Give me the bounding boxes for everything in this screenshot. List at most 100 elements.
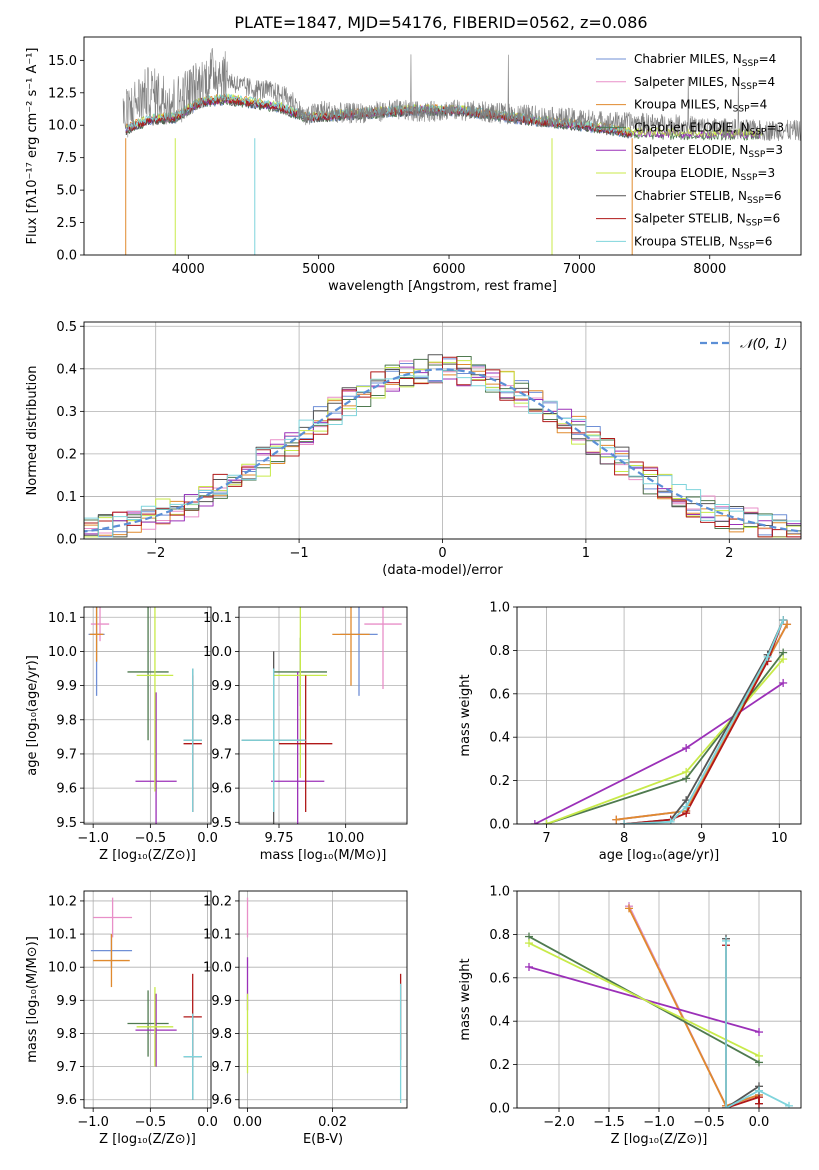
legend-sub: SSP [750, 127, 767, 137]
mass-vs-ebv-plot: 0.00 0.02 9.6 9.7 9.8 9.9 10.0 10.1 10.2 E(B-V) [203, 890, 408, 1147]
y-tick-label: 10.1 [203, 611, 232, 626]
legend-value: =3 [765, 143, 783, 157]
axes-frame [238, 890, 408, 1109]
y-tick-label: 9.6 [211, 782, 232, 797]
spectrum-model-line [125, 97, 632, 139]
x-tick-label: 0 [438, 546, 446, 561]
y-axis-label: mass [log₁₀(M/M⊙)] [25, 936, 40, 1063]
y-tick-label: 7.5 [56, 151, 77, 166]
x-tick-label: 4000 [172, 262, 205, 277]
x-axis-label: Z [log₁₀(Z/Z⊙)] [99, 1132, 196, 1147]
y-tick-label: 0.8 [489, 928, 510, 943]
x-tick-label: 0.0 [749, 1115, 770, 1130]
y-axis-label: age [log₁₀(age/yr)] [25, 655, 40, 776]
y-tick-label: 9.5 [56, 816, 77, 831]
legend-label: Salpeter MILES, NSSP=4 [634, 75, 775, 92]
legend-sub: SSP [746, 219, 763, 229]
y-tick-label: 10.2 [48, 894, 77, 909]
weight-vs-age-plot: 7 8 9 10 0.0 0.2 0.4 0.6 0.8 1.0 age [log₁₀(age/yr… [458, 601, 802, 863]
y-tick-label: 0.4 [489, 731, 510, 746]
legend-label: Chabrier ELODIE, NSSP=3 [634, 120, 784, 137]
age-vs-Z-marks [88, 607, 202, 824]
y-tick-label: 0.6 [489, 971, 510, 986]
y-tick-label: 12.5 [48, 86, 77, 101]
y-tick-label: 9.8 [56, 1027, 77, 1042]
legend-value: =4 [750, 98, 768, 112]
series-line [628, 905, 760, 1107]
axes-frame [83, 890, 212, 1109]
legend-label: Kroupa ELODIE, NSSP=3 [634, 166, 775, 183]
y-axis-label: Flux [fλ10⁻¹⁷ erg cm⁻² s⁻¹ A⁻¹] [25, 48, 40, 245]
y-tick-label: 0.0 [56, 249, 77, 264]
y-tick-label: 10.1 [48, 611, 77, 626]
legend-value: =4 [759, 52, 777, 66]
y-tick-label: 0.0 [489, 1102, 510, 1117]
y-axis-label: Normed distribution [25, 366, 40, 496]
y-tick-label: 0.2 [56, 447, 77, 462]
x-tick-label: 0.0 [197, 1115, 218, 1130]
y-tick-label: 9.8 [211, 713, 232, 728]
legend-label: Kroupa STELIB, NSSP=6 [634, 234, 772, 251]
y-tick-label: 0.2 [489, 774, 510, 789]
x-axis-label: wavelength [Angstrom, rest frame] [328, 279, 557, 294]
legend-value: =4 [757, 75, 775, 89]
y-tick-label: 0.5 [56, 320, 77, 335]
legend-text: Kroupa MILES, N [634, 98, 733, 112]
x-tick-label: 0.0 [197, 831, 218, 846]
y-tick-label: 0.6 [489, 687, 510, 702]
y-tick-label: 0.2 [489, 1058, 510, 1073]
x-tick-label: −0.5 [693, 1115, 725, 1130]
x-tick-label: 8 [620, 831, 628, 846]
weight-vs-Z-marks [525, 902, 793, 1108]
x-axis-label: Z [log₁₀(Z/Z⊙)] [611, 1132, 708, 1147]
legend-value: =6 [763, 212, 781, 226]
y-tick-label: 0.0 [489, 818, 510, 833]
x-tick-label: 2 [725, 546, 733, 561]
legend-text: Chabrier MILES, N [634, 52, 742, 66]
legend-sub: SSP [741, 82, 758, 92]
figure-title: PLATE=1847, MJD=54176, FIBERID=0562, z=0… [234, 13, 647, 32]
y-tick-label: 5.0 [56, 184, 77, 199]
y-tick-label: 9.7 [211, 747, 232, 762]
x-tick-label: −1.5 [593, 1115, 625, 1130]
x-tick-label: 7000 [563, 262, 596, 277]
y-tick-label: 10.0 [48, 119, 77, 134]
legend-value: =3 [766, 120, 784, 134]
x-axis-label: (data-model)/error [382, 563, 503, 578]
x-tick-label: 6000 [432, 262, 465, 277]
series-line [725, 940, 790, 1108]
age-vs-Z-plot: −1.0 −0.5 0.0 9.5 9.6 9.7 9.8 9.9 10.0 10.1 Z [log… [25, 606, 218, 863]
legend-value: =6 [764, 189, 782, 203]
y-tick-label: 9.6 [56, 1093, 77, 1108]
y-tick-label: 10.0 [48, 645, 77, 660]
x-axis-label: Z [log₁₀(Z/Z⊙)] [99, 848, 196, 863]
y-tick-label: 0.1 [56, 490, 77, 505]
series-line [534, 682, 784, 824]
legend-text: Salpeter MILES, N [634, 75, 741, 89]
x-tick-label: −1 [290, 546, 309, 561]
weight-vs-age-marks [530, 616, 792, 824]
legend-sub: SSP [747, 196, 764, 206]
y-tick-label: 0.3 [56, 405, 77, 420]
series-line [628, 905, 760, 1107]
y-tick-label: 1.0 [489, 885, 510, 900]
x-axis-label: E(B-V) [303, 1132, 343, 1147]
legend-sub: SSP [733, 105, 750, 115]
x-axis-label: mass [log₁₀(M/M⊙)] [260, 848, 387, 863]
x-tick-label: 7 [542, 831, 550, 846]
axes-frame [516, 606, 802, 825]
mass-vs-Z-plot: −1.0 −0.5 0.0 9.6 9.7 9.8 9.9 10.0 10.1 10.2 Z [lo… [25, 890, 218, 1147]
axes-frame [238, 606, 408, 825]
y-tick-label: 10.1 [203, 928, 232, 943]
series-line [528, 942, 760, 1057]
residuals-plot: −2 −1 0 1 2 0.0 0.1 0.2 0.3 0.4 0.5 (data-model)/er… [25, 320, 802, 578]
y-tick-label: 9.5 [211, 816, 232, 831]
legend-label: Salpeter STELIB, NSSP=6 [634, 212, 780, 229]
x-tick-label: −1.0 [643, 1115, 675, 1130]
y-tick-label: 10.2 [203, 894, 232, 909]
y-tick-label: 9.9 [211, 679, 232, 694]
x-tick-label: −2.0 [543, 1115, 575, 1130]
age-vs-mass-plot: 9.75 10.00 9.5 9.6 9.7 9.8 9.9 10.0 10.1 mass [lo… [203, 606, 408, 863]
